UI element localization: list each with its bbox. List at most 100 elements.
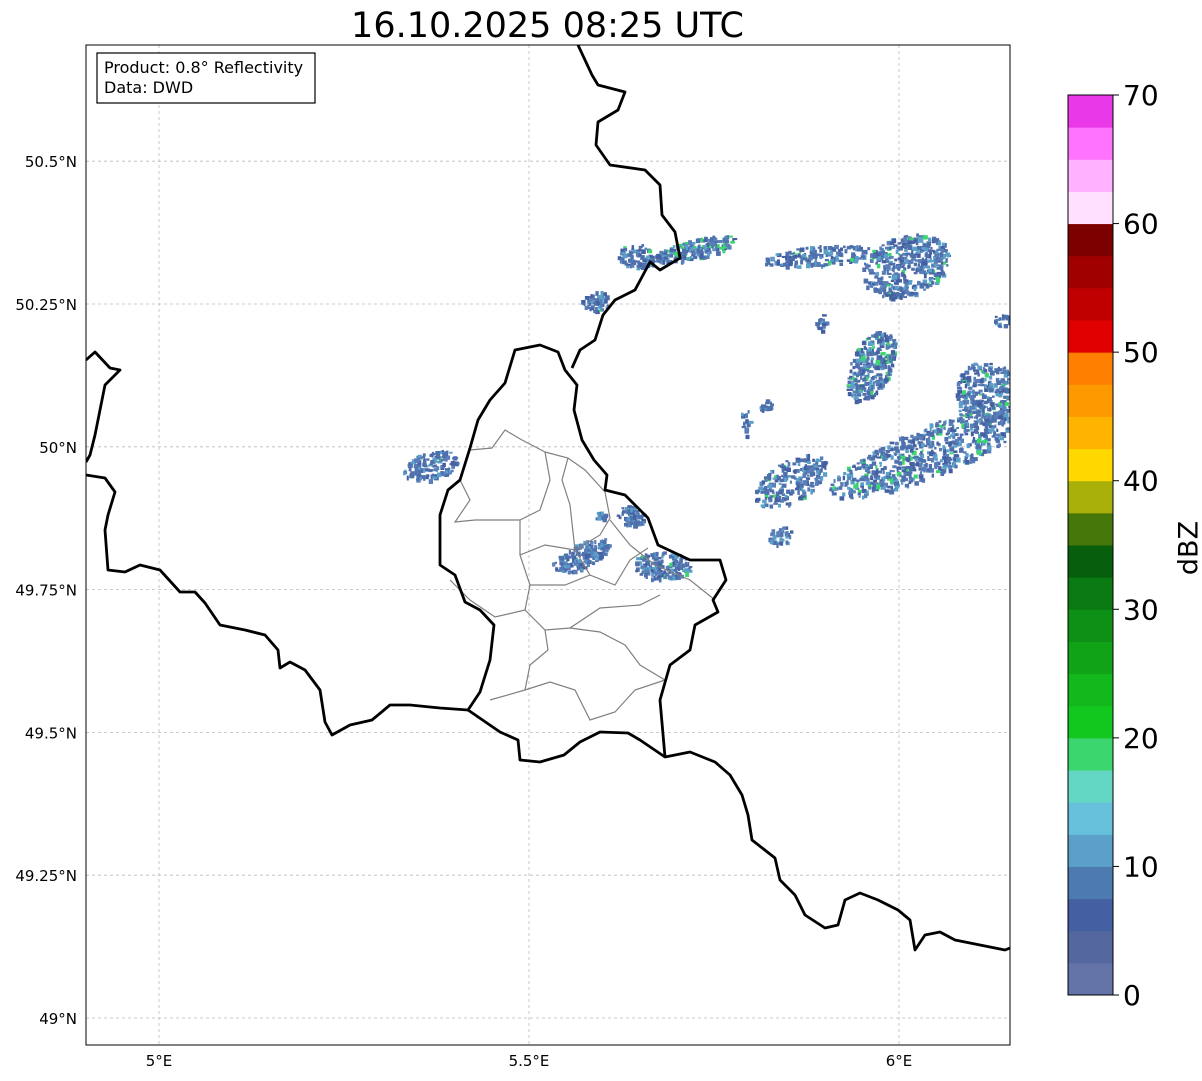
radar-echo-pixel	[902, 436, 905, 440]
radar-echo-pixel	[921, 268, 925, 273]
radar-echo-pixel	[974, 421, 979, 424]
radar-echo-pixel	[769, 495, 774, 498]
radar-echo-pixel	[707, 252, 711, 257]
radar-echo-pixel	[628, 258, 633, 263]
radar-echo-pixel	[423, 478, 426, 481]
radar-echo-pixel	[707, 238, 712, 244]
radar-echo-pixel	[780, 486, 783, 490]
radar-echo-pixel	[622, 509, 625, 514]
radar-echo-pixel	[687, 248, 690, 252]
radar-echo-pixel	[787, 461, 791, 467]
radar-echo-pixel	[772, 540, 777, 545]
radar-echo-pixel	[1016, 431, 1020, 435]
radar-echo-pixel	[956, 382, 961, 387]
radar-echo-pixel	[990, 400, 993, 404]
radar-echo-pixel	[880, 366, 884, 371]
radar-echo-pixel	[893, 356, 896, 361]
radar-echo-pixel	[973, 423, 976, 426]
radar-echo-pixel	[596, 301, 601, 306]
radar-echo-pixel	[983, 378, 987, 382]
radar-echo-pixel	[764, 503, 769, 507]
radar-map[interactable]: 5°E5.5°E6°E6.5°E7°E50.5°N50.25°N50°N49.7…	[0, 0, 1020, 1081]
radar-echo-pixel	[910, 478, 914, 483]
radar-echo-pixel	[776, 261, 780, 266]
radar-echo-pixel	[897, 242, 902, 245]
radar-echo-pixel	[897, 257, 902, 261]
radar-echo-pixel	[866, 362, 870, 366]
radar-echo-pixel	[918, 474, 924, 479]
radar-echo-pixel	[772, 491, 775, 495]
radar-echo-pixel	[966, 443, 970, 449]
radar-echo-pixel	[812, 247, 816, 252]
radar-echo-pixel	[880, 343, 885, 348]
radar-echo-pixel	[870, 253, 875, 258]
radar-echo-pixel	[644, 574, 646, 578]
radar-echo-pixel	[949, 441, 953, 446]
radar-echo-pixel	[938, 466, 942, 471]
radar-echo-pixel	[862, 360, 867, 363]
radar-echo-pixel	[877, 277, 882, 280]
radar-echo-pixel	[898, 279, 902, 283]
lat-tick-label: 50.5°N	[25, 153, 77, 171]
radar-echo-pixel	[889, 294, 892, 299]
radar-echo-pixel	[663, 258, 668, 262]
radar-echo-pixel	[861, 249, 865, 255]
radar-echo-pixel	[784, 494, 788, 498]
radar-echo-pixel	[848, 476, 851, 480]
radar-echo-pixel	[855, 362, 859, 366]
radar-echo-pixel	[928, 284, 933, 288]
radar-echo-pixel	[745, 413, 748, 419]
radar-echo-pixel	[917, 237, 922, 242]
radar-echo-pixel	[980, 370, 985, 373]
radar-echo-pixel	[748, 420, 754, 424]
colorbar-bin	[1068, 287, 1113, 321]
radar-echo-pixel	[666, 249, 670, 253]
radar-echo-pixel	[862, 249, 868, 255]
radar-echo-pixel	[991, 414, 996, 420]
radar-echo-pixel	[566, 558, 570, 562]
radar-echo-pixel	[936, 266, 941, 270]
radar-echo-pixel	[955, 439, 959, 444]
radar-echo-pixel	[921, 249, 925, 253]
radar-echo-pixel	[908, 294, 914, 297]
radar-echo-pixel	[805, 246, 809, 250]
radar-echo-pixel	[991, 407, 996, 410]
radar-echo-pixel	[659, 565, 665, 569]
radar-echo-pixel	[940, 265, 944, 268]
radar-echo-pixel	[691, 250, 694, 254]
radar-echo-pixel	[917, 245, 922, 251]
radar-echo-pixel	[624, 509, 629, 513]
radar-echo-pixel	[876, 456, 882, 459]
colorbar-frame	[1067, 94, 1114, 996]
radar-echo-pixel	[877, 331, 882, 336]
radar-echo-pixel	[790, 489, 795, 495]
radar-echo-pixel	[576, 559, 579, 564]
radar-echo-pixel	[821, 264, 826, 268]
radar-echo-pixel	[788, 502, 792, 506]
radar-echo-pixel	[970, 423, 975, 428]
radar-echo-pixel	[767, 474, 771, 477]
radar-echo-pixel	[923, 264, 928, 267]
radar-echo-pixel	[945, 441, 949, 445]
radar-echo-pixel	[928, 268, 933, 273]
radar-echo-pixel	[1012, 380, 1016, 383]
radar-echo-pixel	[877, 279, 880, 284]
radar-echo-pixel	[872, 451, 877, 455]
radar-echo-pixel	[803, 469, 806, 474]
radar-echo-pixel	[879, 461, 882, 464]
radar-echo-pixel	[828, 251, 834, 256]
radar-echo-pixel	[433, 465, 437, 468]
radar-echo-pixel	[921, 261, 925, 267]
radar-echo-pixel	[660, 559, 664, 564]
radar-echo-pixel	[892, 465, 897, 469]
radar-echo-pixel	[989, 407, 992, 412]
radar-echo-pixel	[899, 461, 903, 466]
colorbar-bin	[1068, 770, 1113, 803]
radar-echo-pixel	[919, 271, 925, 275]
radar-echo-pixel	[624, 262, 627, 266]
radar-echo-pixel	[919, 285, 925, 289]
radar-echo-pixel	[818, 480, 823, 484]
radar-echo-pixel	[881, 260, 887, 264]
radar-echo-pixel	[931, 473, 934, 478]
radar-echo-pixel	[881, 476, 886, 482]
